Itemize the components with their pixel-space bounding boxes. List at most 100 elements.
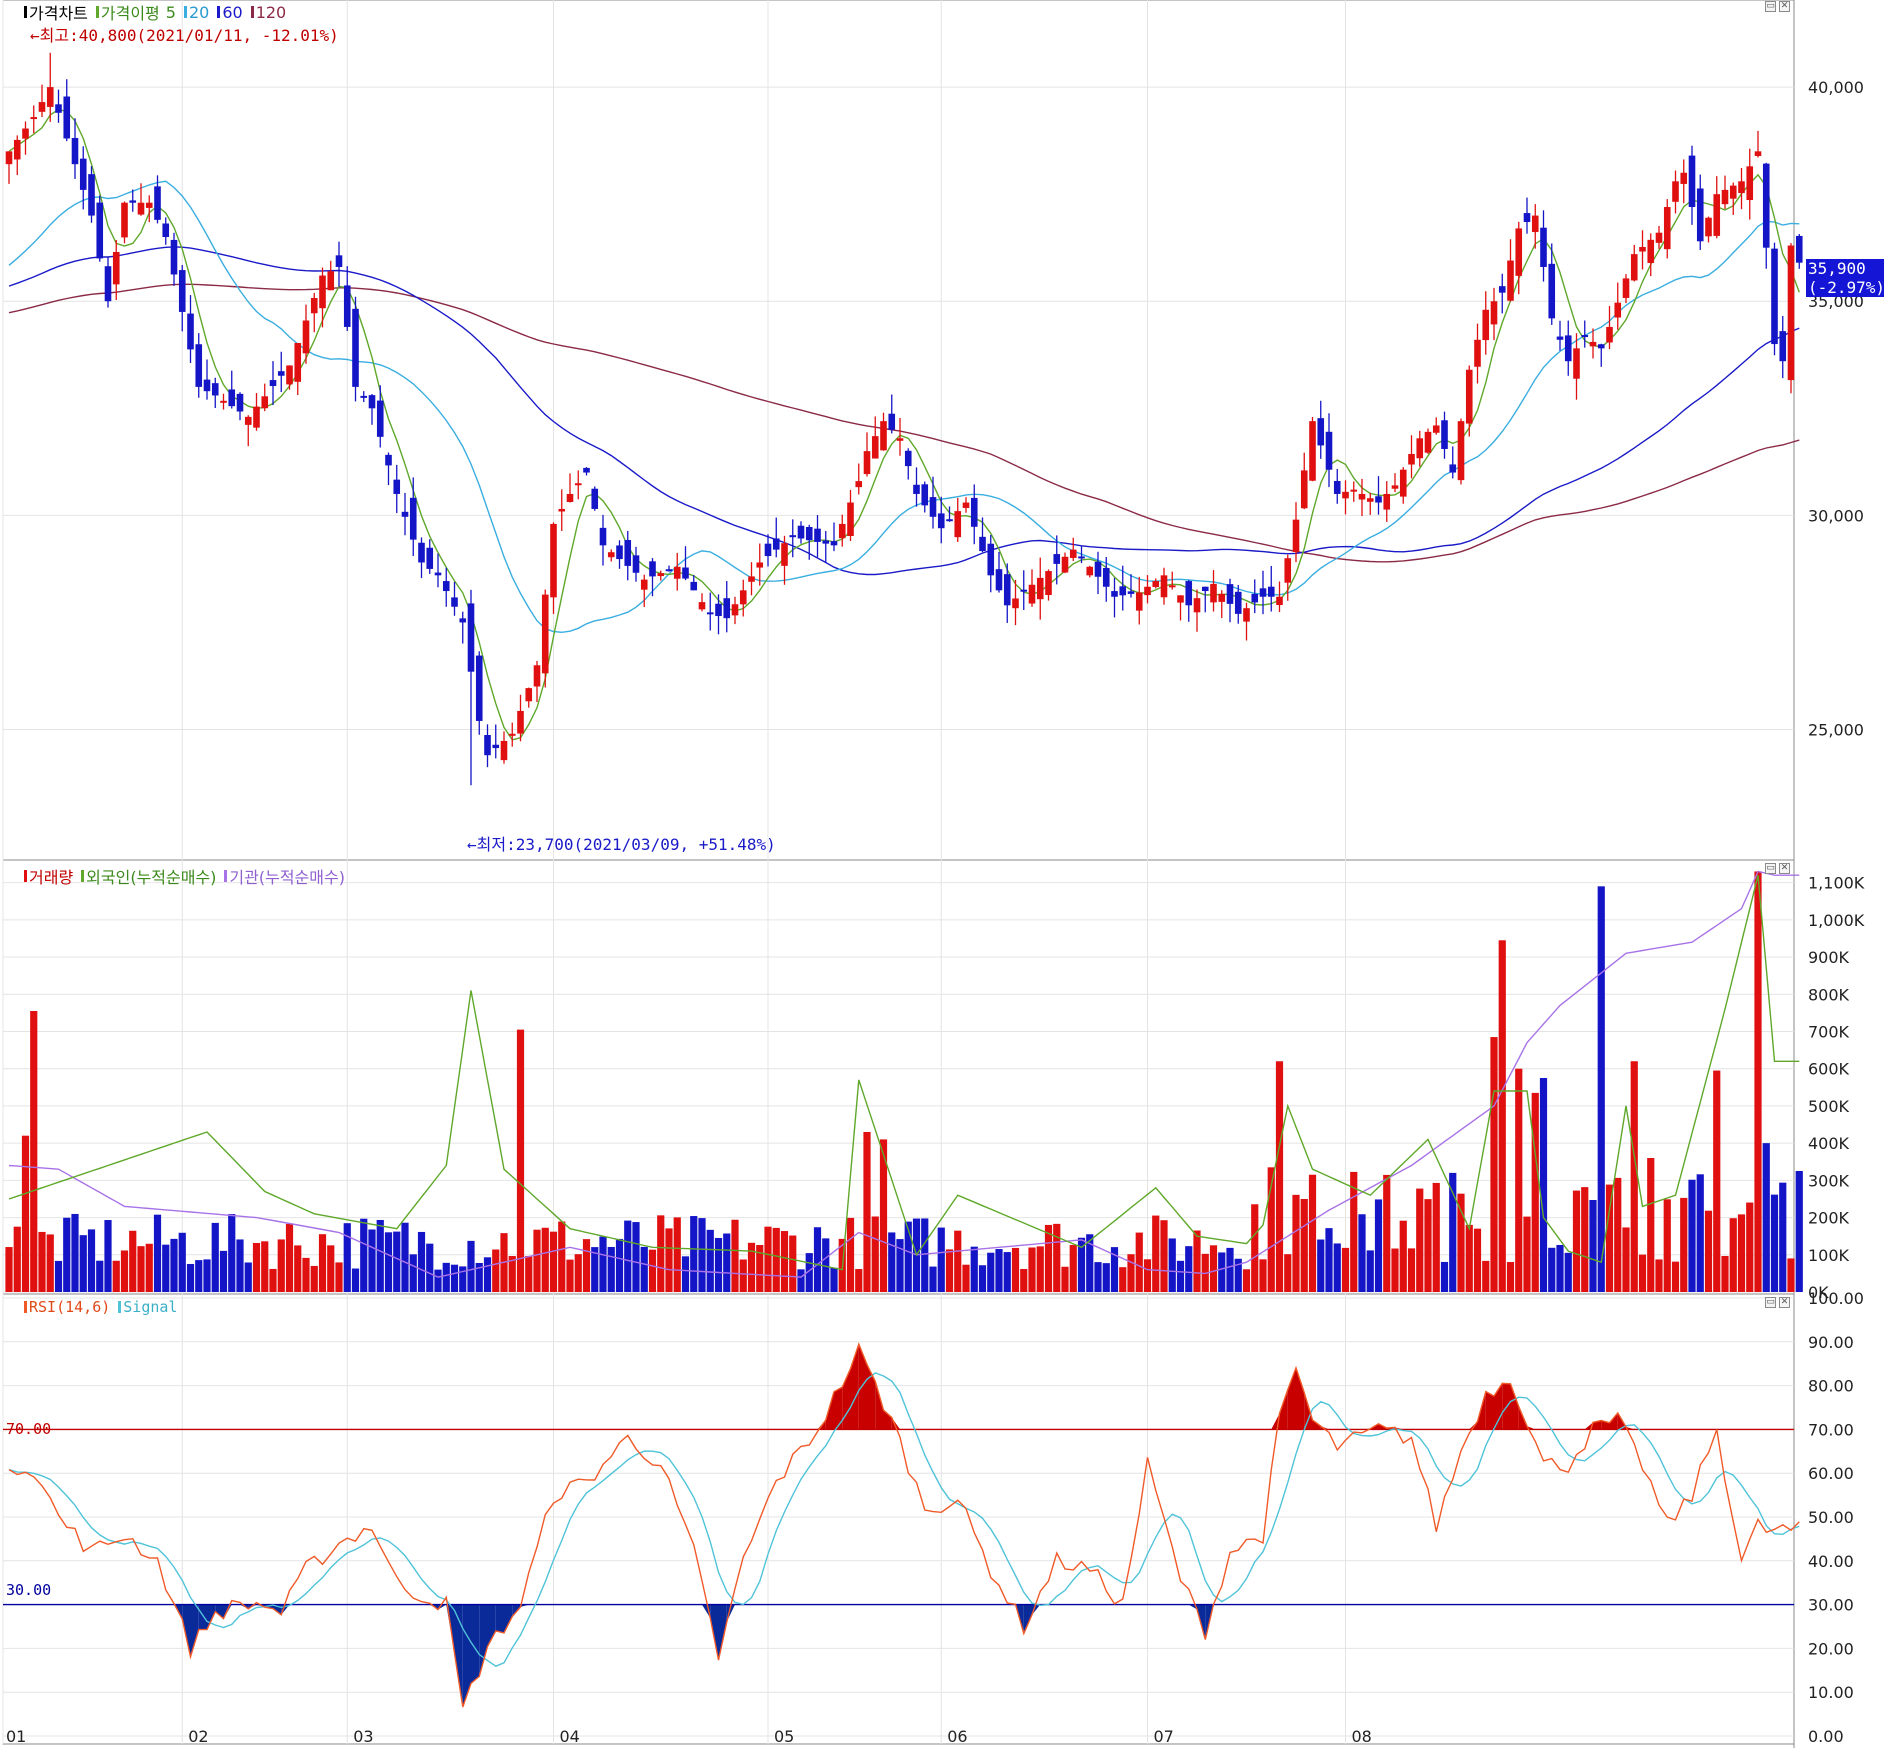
volume-bar [475,1262,483,1292]
candle-body [847,502,854,536]
rsi-pane-minimize-icon[interactable]: ▭ [1765,1297,1776,1308]
candle-body [451,597,458,607]
candle-body [228,389,236,407]
volume-bar [599,1236,607,1292]
rsi-overbought-fill [891,1417,900,1430]
rsi-overbought-fill [1510,1383,1519,1430]
volume-bar [178,1232,186,1292]
candle-body [995,569,1003,591]
candle-body [822,540,830,544]
volume-bar [813,1227,822,1292]
candle-body [1012,598,1019,609]
candle-body [154,186,161,220]
volume-bar [1176,1260,1185,1292]
price-pane-close-icon[interactable]: ✕ [1779,1,1790,12]
volume-bar [1482,1260,1490,1292]
candle-body [1144,586,1151,596]
volume-bar [607,1246,615,1292]
candle-body [1309,421,1316,481]
price-pane-frame [2,0,1795,861]
rsi-pane-close-icon[interactable]: ✕ [1779,1297,1790,1308]
volume-bar [1737,1214,1746,1292]
volume-bar [937,1227,945,1292]
volume-bar [1292,1194,1300,1292]
volume-tick-label: 500K [1808,1097,1850,1116]
volume-pane-close-icon[interactable]: ✕ [1779,863,1790,874]
volume-bar [1746,1202,1754,1292]
volume-bar [516,1029,525,1292]
volume-bar [294,1245,302,1292]
candle-body [1325,431,1333,470]
volume-bar [789,1235,797,1292]
candle-body [1465,369,1473,424]
candle-body [896,438,904,441]
candle-body [319,275,326,309]
candle-body [904,450,912,467]
candle-body [13,139,21,160]
candle-body [574,483,582,486]
volume-bar [1754,871,1762,1292]
rsi-overbought-fill [1485,1391,1494,1430]
price-pane-minimize-icon[interactable]: ▭ [1765,1,1776,12]
rsi-oversold-fill [487,1604,496,1647]
volume-bar [945,1249,954,1292]
volume-tick-label: 300K [1808,1171,1850,1190]
candle-body [195,344,203,387]
volume-bar [71,1213,79,1292]
candle-body [1573,348,1580,379]
candle-body [954,511,962,538]
volume-pane-minimize-icon[interactable]: ▭ [1765,863,1776,874]
volume-bar [1432,1182,1440,1292]
candle-body [385,454,392,466]
volume-bar [327,1245,335,1292]
rsi-overbought-fill [850,1344,859,1430]
volume-tick-label: 100K [1808,1246,1850,1265]
rsi-overbought-fill [1287,1367,1296,1430]
candle-body [970,497,978,527]
volume-bar [1597,886,1605,1292]
candle-body [137,202,145,215]
volume-bar [558,1221,566,1292]
volume-bar [1275,1061,1284,1292]
candle-body [162,223,170,237]
volume-bar [129,1230,137,1292]
candle-body [302,320,310,354]
volume-bar [533,1229,541,1292]
candle-body [739,590,747,605]
candle-body [1342,491,1349,499]
volume-bar [549,1231,558,1292]
volume-bar [1226,1247,1234,1292]
volume-tick-label: 900K [1808,948,1850,967]
volume-bar [1762,1143,1770,1292]
rsi-tick-label: 70.00 [1808,1420,1854,1439]
candle-body [731,604,739,616]
candle-body [244,416,252,425]
volume-bar [1713,1070,1721,1292]
volume-bar [63,1217,71,1292]
rsi-overbought-fill [1296,1367,1305,1430]
volume-bar [690,1216,698,1292]
volume-bar [467,1240,475,1292]
candle-body [1672,181,1679,202]
volume-bar [1242,1269,1251,1292]
volume-pane-buttons: ▭ ✕ [1765,863,1790,874]
volume-bar [384,1232,393,1292]
volume-bar [54,1260,63,1292]
candle-body [1185,581,1193,606]
candle-body [814,528,821,542]
candle-body [236,393,244,412]
volume-tick-label: 400K [1808,1134,1850,1153]
volume-bar [978,1265,987,1292]
candle-body [566,493,574,502]
volume-bar [38,1231,46,1292]
candle-body [286,365,293,385]
rsi-oversold-fill [471,1604,480,1684]
candle-body [1655,232,1663,243]
candle-body [1366,498,1374,502]
candle-body [649,561,656,577]
volume-bar [442,1262,450,1292]
candle-body [1614,302,1622,318]
candle-body [1688,155,1696,208]
rsi-oversold-fill [190,1604,199,1657]
candle-body [946,519,953,522]
